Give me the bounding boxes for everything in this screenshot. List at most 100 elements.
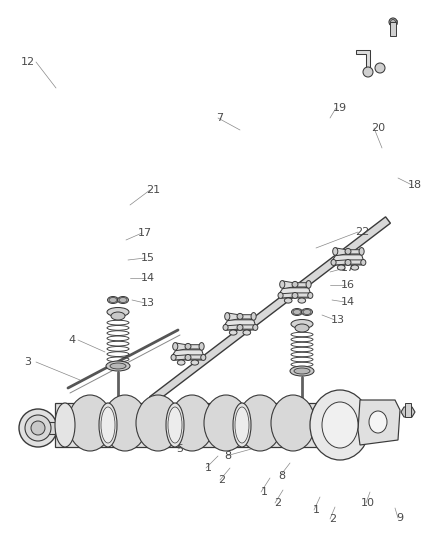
Ellipse shape: [359, 247, 364, 255]
Ellipse shape: [322, 402, 358, 448]
Polygon shape: [401, 407, 415, 417]
Ellipse shape: [271, 395, 315, 451]
Ellipse shape: [369, 411, 387, 433]
Text: 18: 18: [408, 180, 422, 190]
Ellipse shape: [233, 403, 251, 447]
Ellipse shape: [303, 310, 311, 314]
Text: 21: 21: [146, 185, 160, 195]
Text: 20: 20: [371, 123, 385, 133]
Polygon shape: [176, 343, 186, 351]
Ellipse shape: [55, 403, 75, 447]
Ellipse shape: [238, 395, 282, 451]
Ellipse shape: [292, 309, 303, 316]
Ellipse shape: [294, 368, 310, 374]
Ellipse shape: [284, 298, 292, 303]
Ellipse shape: [173, 343, 178, 350]
Ellipse shape: [185, 354, 191, 360]
Ellipse shape: [235, 407, 249, 443]
Polygon shape: [173, 350, 203, 360]
Ellipse shape: [136, 395, 180, 451]
Ellipse shape: [191, 360, 198, 365]
Text: 14: 14: [141, 273, 155, 283]
Text: 8: 8: [224, 451, 232, 461]
Text: 15: 15: [141, 253, 155, 263]
Text: 10: 10: [361, 498, 375, 508]
Text: 1: 1: [312, 505, 319, 515]
Text: 2: 2: [329, 514, 336, 524]
Ellipse shape: [331, 260, 336, 265]
Ellipse shape: [101, 407, 115, 443]
Ellipse shape: [389, 18, 397, 26]
Ellipse shape: [223, 325, 228, 330]
Text: 9: 9: [396, 513, 403, 523]
Ellipse shape: [308, 293, 313, 298]
Ellipse shape: [185, 343, 191, 349]
Text: 16: 16: [341, 280, 355, 290]
Bar: [390, 22, 396, 36]
Text: 2: 2: [275, 498, 282, 508]
Polygon shape: [174, 355, 186, 360]
Ellipse shape: [25, 415, 51, 441]
Ellipse shape: [110, 363, 126, 369]
Text: 3: 3: [25, 357, 32, 367]
Ellipse shape: [391, 20, 396, 25]
Ellipse shape: [107, 296, 119, 303]
Ellipse shape: [337, 265, 345, 270]
Polygon shape: [333, 255, 363, 265]
Ellipse shape: [225, 312, 230, 320]
Ellipse shape: [361, 260, 366, 265]
Text: 4: 4: [68, 335, 76, 345]
Ellipse shape: [103, 395, 147, 451]
Ellipse shape: [292, 281, 298, 287]
Polygon shape: [280, 288, 310, 298]
Ellipse shape: [99, 403, 117, 447]
Text: 1: 1: [261, 487, 268, 497]
Ellipse shape: [230, 330, 237, 335]
Ellipse shape: [201, 354, 206, 360]
Polygon shape: [297, 293, 310, 297]
Polygon shape: [336, 248, 346, 256]
Text: 2: 2: [219, 475, 226, 485]
Ellipse shape: [109, 297, 117, 303]
Ellipse shape: [111, 312, 125, 320]
Text: 19: 19: [333, 103, 347, 113]
Ellipse shape: [237, 325, 243, 330]
Bar: [55, 403, 325, 447]
Ellipse shape: [253, 325, 258, 330]
Polygon shape: [149, 217, 390, 403]
Ellipse shape: [19, 409, 57, 447]
Ellipse shape: [106, 361, 130, 371]
Ellipse shape: [171, 354, 176, 360]
Ellipse shape: [168, 407, 182, 443]
Text: 8: 8: [279, 471, 286, 481]
Polygon shape: [350, 249, 362, 254]
Ellipse shape: [177, 360, 185, 365]
Ellipse shape: [107, 308, 129, 317]
Ellipse shape: [375, 63, 385, 73]
Text: 13: 13: [141, 298, 155, 308]
Text: 14: 14: [341, 297, 355, 307]
Ellipse shape: [278, 293, 283, 298]
Ellipse shape: [291, 319, 313, 328]
Ellipse shape: [243, 330, 251, 335]
Polygon shape: [190, 345, 201, 349]
Ellipse shape: [310, 390, 370, 460]
Polygon shape: [334, 260, 346, 265]
Ellipse shape: [199, 343, 204, 350]
Polygon shape: [190, 355, 203, 359]
Ellipse shape: [306, 280, 311, 288]
Polygon shape: [358, 400, 400, 445]
Polygon shape: [356, 50, 370, 70]
Polygon shape: [281, 293, 293, 298]
Ellipse shape: [237, 313, 243, 319]
Text: 5: 5: [177, 444, 184, 454]
Ellipse shape: [166, 403, 184, 447]
Bar: [37, 422, 55, 434]
Polygon shape: [226, 325, 238, 330]
Ellipse shape: [290, 366, 314, 376]
Ellipse shape: [295, 324, 309, 332]
Text: 7: 7: [216, 113, 223, 123]
Polygon shape: [242, 314, 254, 319]
Text: 13: 13: [331, 315, 345, 325]
Ellipse shape: [68, 395, 112, 451]
